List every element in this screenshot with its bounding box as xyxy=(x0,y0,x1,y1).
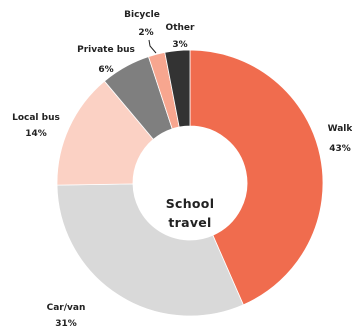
slice-value-other: 3% xyxy=(172,40,187,50)
slice-value-local-bus: 14% xyxy=(25,129,47,139)
leader-lines xyxy=(148,39,157,54)
donut-hole xyxy=(133,126,247,240)
slice-value-walk: 43% xyxy=(329,144,351,154)
slice-label-car-van: Car/van xyxy=(47,303,86,313)
center-label-line-1: School xyxy=(166,196,215,211)
slice-value-car-van: 31% xyxy=(55,319,77,326)
slice-label-private-bus: Private bus xyxy=(77,45,135,55)
slice-label-bicycle: Bicycle xyxy=(124,10,160,20)
slice-labels: Walk 43% Car/van 31% Local bus 14% Private bus… xyxy=(12,10,352,326)
slice-value-bicycle: 2% xyxy=(138,28,153,38)
leader-line-bicycle xyxy=(148,39,157,54)
donut-slices xyxy=(56,49,324,317)
slice-label-walk: Walk xyxy=(328,124,352,134)
slice-label-local-bus: Local bus xyxy=(12,113,60,123)
donut-center: School travel xyxy=(166,196,215,230)
slice-value-private-bus: 6% xyxy=(98,65,113,75)
slice-label-other: Other xyxy=(166,23,195,33)
center-label-line-2: travel xyxy=(168,215,211,230)
